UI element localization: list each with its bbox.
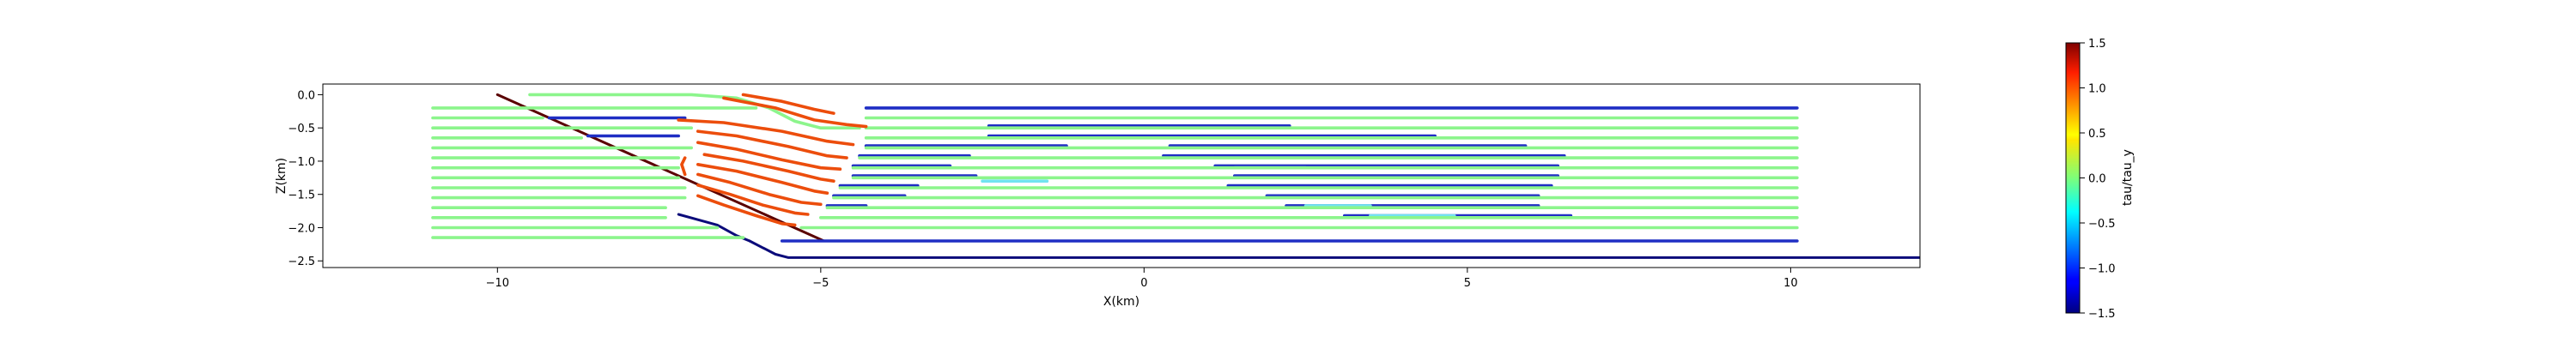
x-tick-label: −10 <box>486 277 509 290</box>
colorbar-tick-label: 1.0 <box>2088 83 2106 96</box>
colorbar-tick-label: 1.5 <box>2088 38 2106 51</box>
series-line-60 <box>702 153 835 183</box>
series-line-63 <box>696 184 810 216</box>
series-line-59 <box>696 141 842 171</box>
y-tick-label: 0.0 <box>297 89 315 102</box>
x-tick-label: 0 <box>1140 277 1147 290</box>
series-line-1 <box>748 239 1920 259</box>
x-axis: −10 −5 0 5 10 <box>486 268 1798 290</box>
y-tick-label: −1.0 <box>288 156 315 169</box>
colorbar-ticks: 1.5 1.0 0.5 0.0 −0.5 −1.0 −1.5 <box>2080 38 2116 321</box>
x-tick-label: 10 <box>1783 277 1798 290</box>
colorbar <box>2065 42 2081 314</box>
series-line-64 <box>696 194 797 227</box>
series-line-62 <box>696 172 823 207</box>
series-line-58 <box>696 129 848 159</box>
x-tick-label: −5 <box>812 277 829 290</box>
y-tick-label: −2.5 <box>288 256 315 268</box>
colorbar-label: tau/tau_y <box>2121 149 2135 206</box>
series-line-57 <box>677 118 855 147</box>
y-axis-label: Z(km) <box>275 158 289 194</box>
x-axis-label: X(km) <box>1103 295 1139 309</box>
colorbar-tick-label: 0.0 <box>2088 173 2106 186</box>
series-layer <box>431 93 1920 259</box>
series-line-55 <box>741 93 835 115</box>
y-tick-label: −1.5 <box>288 190 315 202</box>
x-tick-label: 5 <box>1464 277 1471 290</box>
y-axis: 0.0 −0.5 −1.0 −1.5 −2.0 −2.5 <box>288 89 323 268</box>
colorbar-tick-label: 0.5 <box>2088 128 2106 141</box>
colorbar-tick-label: −0.5 <box>2088 218 2116 231</box>
series-line-56 <box>722 96 868 129</box>
y-tick-label: −2.0 <box>288 222 315 235</box>
series-line-61 <box>696 163 829 195</box>
y-tick-label: −0.5 <box>288 123 315 135</box>
colorbar-tick-label: −1.0 <box>2088 263 2116 276</box>
series-line-65 <box>680 156 687 177</box>
plot-frame <box>322 83 1921 268</box>
colorbar-tick-label: −1.5 <box>2088 308 2116 321</box>
